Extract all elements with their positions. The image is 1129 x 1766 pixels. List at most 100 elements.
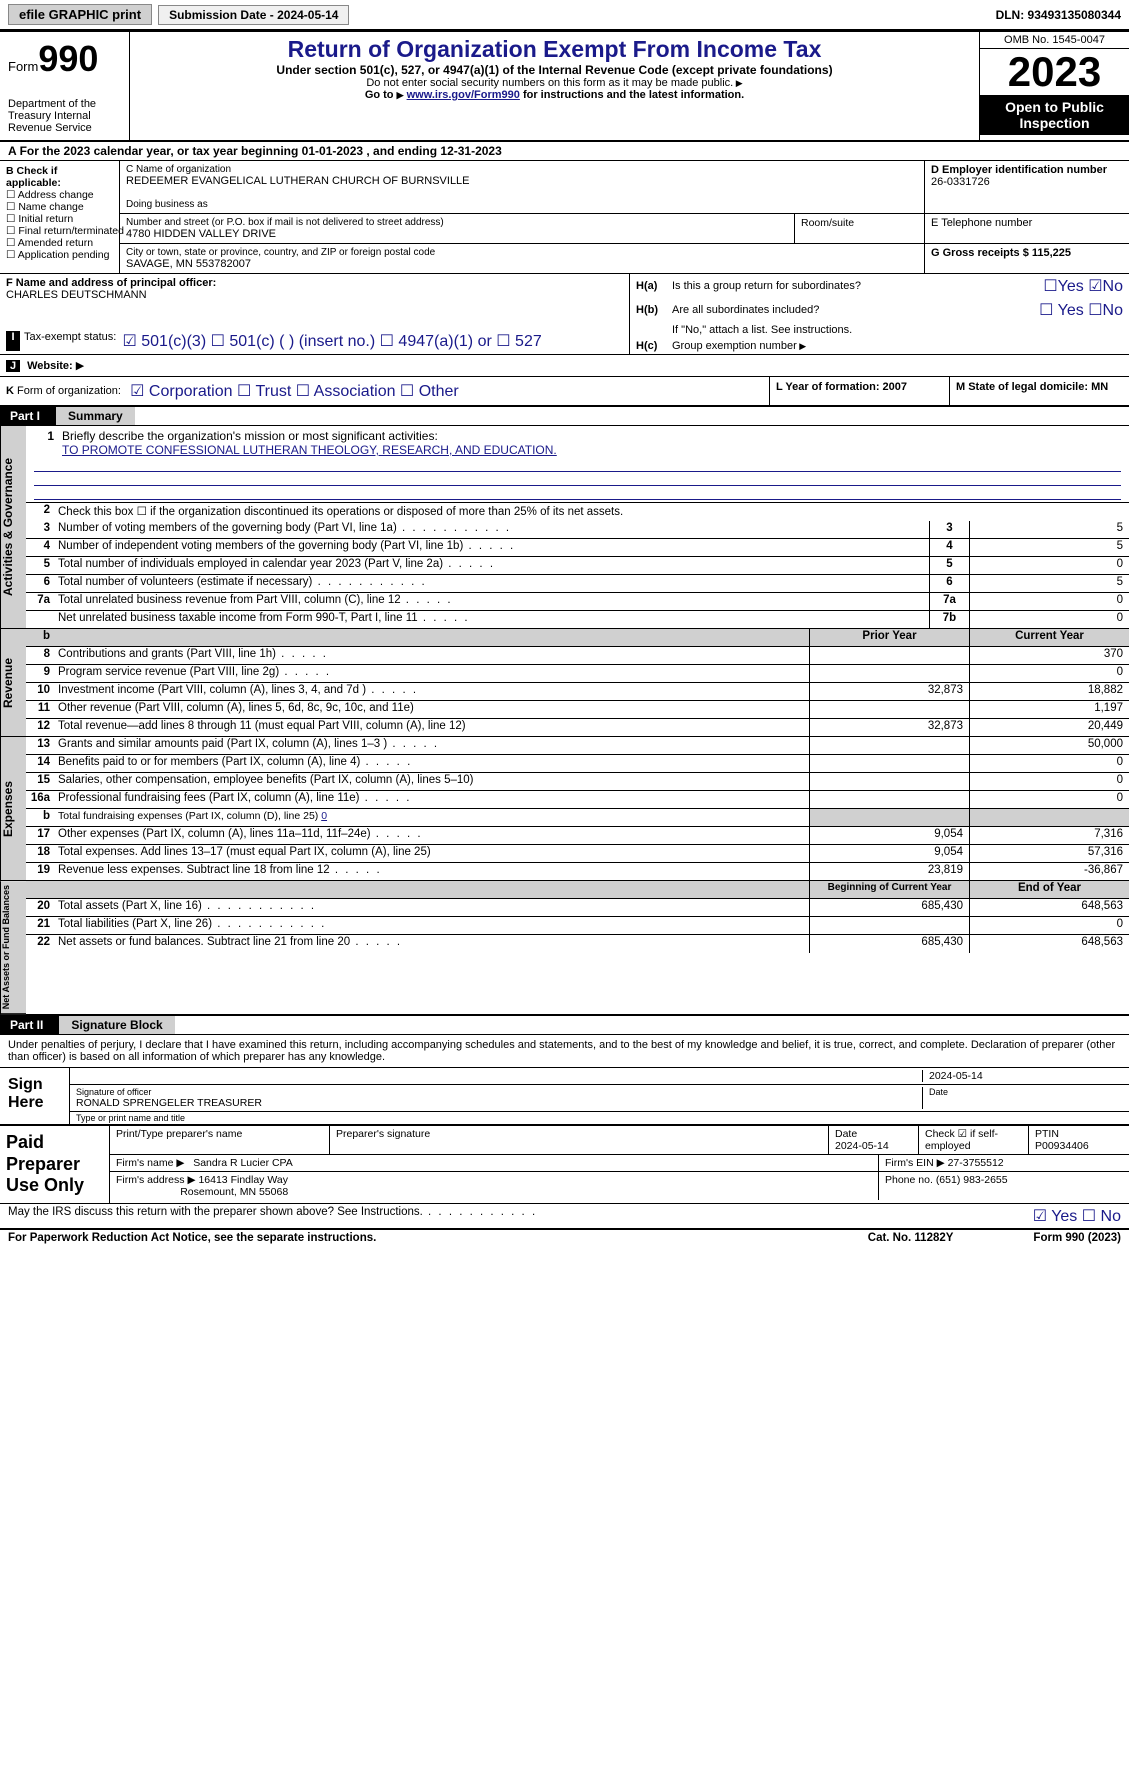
hb-yesno[interactable]: ☐ Yes ☐No <box>1013 300 1123 320</box>
line-17: Other expenses (Part IX, column (A), lin… <box>56 827 809 844</box>
preparer-sig-hdr: Preparer's signature <box>330 1126 829 1154</box>
cy-10: 18,882 <box>969 683 1129 700</box>
line-18: Total expenses. Add lines 13–17 (must eq… <box>56 845 809 862</box>
box-b: B Check if applicable: Address change Na… <box>0 161 120 273</box>
discuss-row: May the IRS discuss this return with the… <box>0 1204 1129 1230</box>
box-j-row: J Website: ▶ <box>0 355 1129 377</box>
cy-9: 0 <box>969 665 1129 682</box>
box-m: M State of legal domicile: MN <box>949 377 1129 405</box>
cy-11: 1,197 <box>969 701 1129 718</box>
prep-date-hdr: Date <box>835 1128 857 1140</box>
mission-text: TO PROMOTE CONFESSIONAL LUTHERAN THEOLOG… <box>62 443 557 457</box>
officer-label: F Name and address of principal officer: <box>6 277 216 289</box>
ein-label: D Employer identification number <box>931 164 1107 176</box>
irs-link[interactable]: www.irs.gov/Form990 <box>407 89 520 101</box>
ptin-value: P00934406 <box>1035 1140 1089 1152</box>
line-13: Grants and similar amounts paid (Part IX… <box>56 737 809 754</box>
cy-16a: 0 <box>969 791 1129 808</box>
val-7a: 0 <box>969 593 1129 610</box>
box-e: E Telephone number <box>924 214 1129 243</box>
firm-ein-label: Firm's EIN <box>885 1157 934 1169</box>
sign-date: 2024-05-14 <box>923 1070 1123 1082</box>
summary-netassets: Net Assets or Fund Balances Beginning of… <box>0 881 1129 1016</box>
hdr-current-year: Current Year <box>969 629 1129 646</box>
chk-final-return[interactable]: Final return/terminated <box>6 225 113 237</box>
chk-initial-return[interactable]: Initial return <box>6 213 113 225</box>
cy-20: 648,563 <box>969 899 1129 916</box>
val-7b: 0 <box>969 611 1129 628</box>
name-title-label: Type or print name and title <box>70 1112 1129 1124</box>
py-21 <box>809 917 969 934</box>
cy-12: 20,449 <box>969 719 1129 736</box>
py-13 <box>809 737 969 754</box>
fh-section: F Name and address of principal officer:… <box>0 274 1129 355</box>
omb-number: OMB No. 1545-0047 <box>980 32 1129 49</box>
summary-expenses: Expenses 13Grants and similar amounts pa… <box>0 737 1129 881</box>
box-i-label: I <box>6 331 20 351</box>
box-k-label: K <box>6 385 14 397</box>
py-22: 685,430 <box>809 935 969 953</box>
firm-addr-label: Firm's address <box>116 1174 185 1186</box>
firm-ein: 27-3755512 <box>948 1157 1004 1169</box>
form-label: Form <box>8 59 38 74</box>
preparer-name-hdr: Print/Type preparer's name <box>110 1126 330 1154</box>
py-14 <box>809 755 969 772</box>
chk-application-pending[interactable]: Application pending <box>6 249 113 261</box>
discuss-text: May the IRS discuss this return with the… <box>8 1206 537 1226</box>
sig-officer-label: Signature of officer <box>76 1087 922 1097</box>
org-name: REDEEMER EVANGELICAL LUTHERAN CHURCH OF … <box>126 175 918 187</box>
cy-14: 0 <box>969 755 1129 772</box>
form-org-options[interactable]: ☑ Corporation ☐ Trust ☐ Association ☐ Ot… <box>130 383 459 400</box>
paid-preparer-block: Paid Preparer Use Only Print/Type prepar… <box>0 1126 1129 1204</box>
py-16a <box>809 791 969 808</box>
vtab-revenue: Revenue <box>0 629 26 737</box>
hdr-end: End of Year <box>969 881 1129 898</box>
firm-name: Sandra R Lucier CPA <box>193 1157 293 1169</box>
summary-activities: Activities & Governance 1 Briefly descri… <box>0 426 1129 629</box>
line-21: Total liabilities (Part X, line 26) <box>56 917 809 934</box>
phone-label: E Telephone number <box>931 217 1123 229</box>
top-bar: efile GRAPHIC print Submission Date - 20… <box>0 0 1129 30</box>
part2-tag: Part II <box>0 1016 59 1034</box>
self-employed-chk[interactable]: Check ☑ if self-employed <box>919 1126 1029 1154</box>
mission-label: Briefly describe the organization's miss… <box>62 429 438 443</box>
firm-addr2: Rosemount, MN 55068 <box>180 1186 288 1198</box>
part2-title: Signature Block <box>59 1016 174 1034</box>
org-name-block: C Name of organization REDEEMER EVANGELI… <box>120 161 924 213</box>
val-6: 5 <box>969 575 1129 592</box>
tax-exempt-options[interactable]: ☑ 501(c)(3) ☐ 501(c) ( ) (insert no.) ☐ … <box>122 331 541 351</box>
cy-17: 7,316 <box>969 827 1129 844</box>
line-5: Total number of individuals employed in … <box>56 557 929 574</box>
part1-tag: Part I <box>0 407 56 425</box>
firm-phone: (651) 983-2655 <box>936 1174 1008 1186</box>
header-right: OMB No. 1545-0047 2023 Open to Public In… <box>979 32 1129 140</box>
line-10: Investment income (Part VIII, column (A)… <box>56 683 809 700</box>
line-19: Revenue less expenses. Subtract line 18 … <box>56 863 809 880</box>
goto-prefix: Go to <box>365 89 404 101</box>
line-a: A For the 2023 calendar year, or tax yea… <box>0 142 1129 161</box>
cy-13: 50,000 <box>969 737 1129 754</box>
cy-22: 648,563 <box>969 935 1129 953</box>
chk-name-change[interactable]: Name change <box>6 201 113 213</box>
discuss-yesno[interactable]: ☑ Yes ☐ No <box>1033 1206 1121 1226</box>
py-11 <box>809 701 969 718</box>
paid-preparer-label: Paid Preparer Use Only <box>0 1126 110 1203</box>
chk-address-change[interactable]: Address change <box>6 189 113 201</box>
mission-block: 1 Briefly describe the organization's mi… <box>26 426 1129 503</box>
header-mid: Return of Organization Exempt From Incom… <box>130 32 979 140</box>
py-19: 23,819 <box>809 863 969 880</box>
ha-yesno[interactable]: ☐Yes ☑No <box>1013 276 1123 296</box>
ptin-label: PTIN <box>1035 1128 1059 1140</box>
chk-amended-return[interactable]: Amended return <box>6 237 113 249</box>
vtab-netassets: Net Assets or Fund Balances <box>0 881 26 1014</box>
vtab-activities: Activities & Governance <box>0 426 26 629</box>
line-15: Salaries, other compensation, employee b… <box>56 773 809 790</box>
prep-date-val: 2024-05-14 <box>835 1140 889 1152</box>
hc-text: Group exemption number <box>672 340 1123 352</box>
ha-text: Is this a group return for subordinates? <box>672 280 1013 292</box>
py-9 <box>809 665 969 682</box>
line-12: Total revenue—add lines 8 through 11 (mu… <box>56 719 809 736</box>
py-12: 32,873 <box>809 719 969 736</box>
hb-note: If "No," attach a list. See instructions… <box>672 324 1123 336</box>
efile-button[interactable]: efile GRAPHIC print <box>8 4 152 25</box>
